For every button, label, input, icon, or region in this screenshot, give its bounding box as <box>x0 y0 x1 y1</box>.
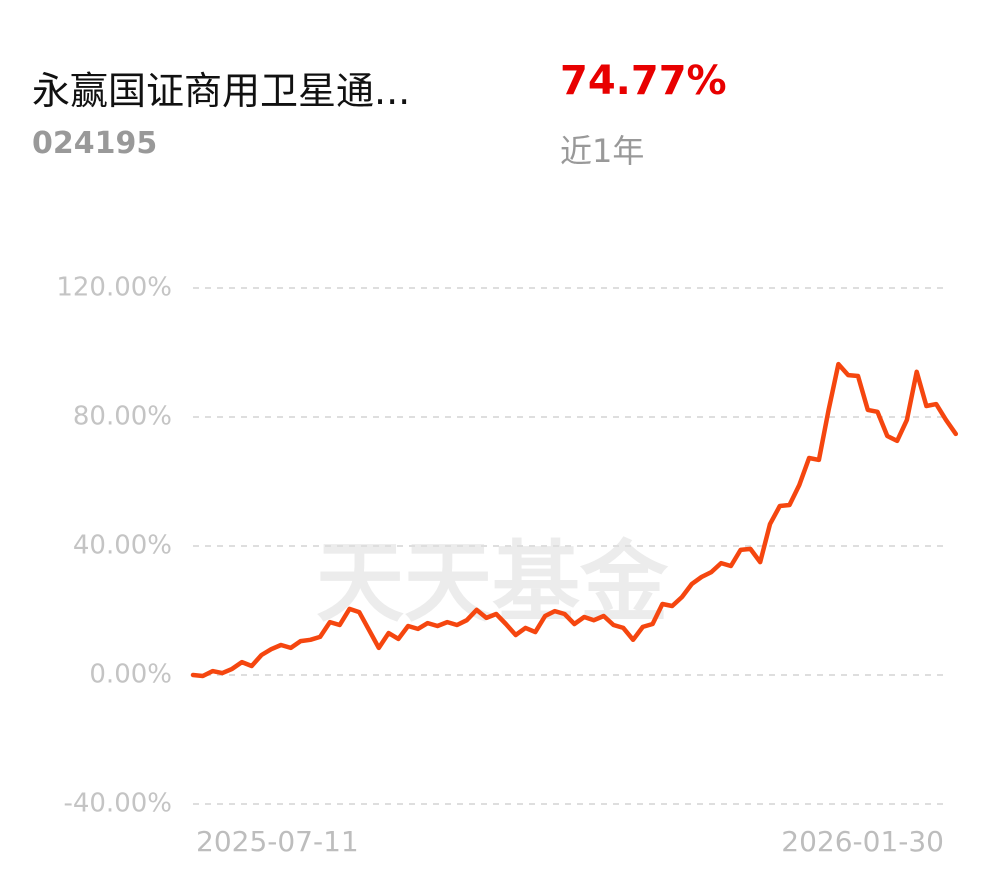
y-tick-label: -40.00% <box>63 789 172 819</box>
x-tick-label: 2026-01-30 <box>781 825 944 858</box>
fund-code: 024195 <box>32 126 158 161</box>
fund-return: 74.77% <box>560 58 727 104</box>
x-tick-label: 2025-07-11 <box>196 825 359 858</box>
y-tick-label: 0.00% <box>89 660 172 690</box>
fund-name: 永赢国证商用卫星通... <box>32 69 411 113</box>
y-tick-label: 40.00% <box>73 531 172 561</box>
series-line <box>190 361 959 679</box>
y-tick-label: 80.00% <box>73 402 172 432</box>
period: 近1年 <box>560 132 645 170</box>
y-tick-label: 120.00% <box>56 273 172 303</box>
